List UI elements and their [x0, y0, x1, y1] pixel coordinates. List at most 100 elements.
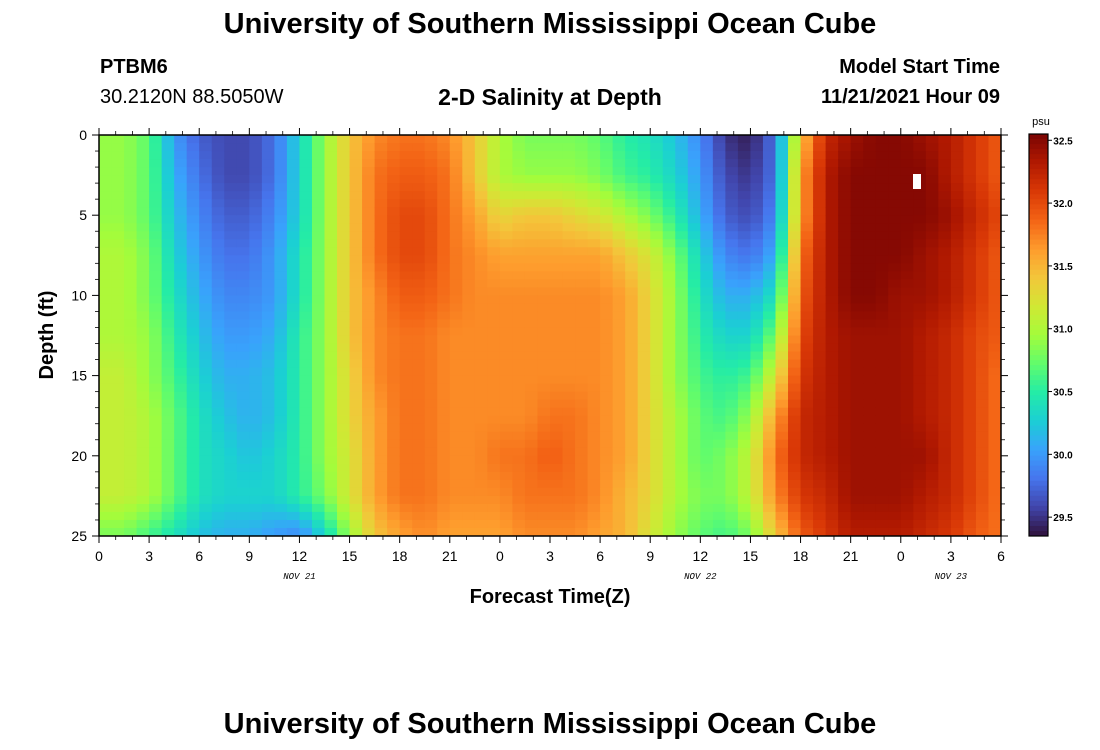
heatmap-cell — [863, 319, 877, 329]
heatmap-cell — [111, 399, 125, 409]
heatmap-cell — [362, 511, 376, 521]
heatmap-cell — [337, 247, 351, 256]
heatmap-cell — [99, 151, 113, 160]
heatmap-cell — [412, 367, 426, 377]
heatmap-cell — [863, 479, 877, 489]
heatmap-cell — [550, 351, 564, 361]
heatmap-cell — [474, 415, 488, 425]
heatmap-cell — [449, 255, 463, 264]
heatmap-cell — [875, 167, 889, 176]
heatmap-cell — [474, 503, 488, 513]
heatmap-cell — [149, 383, 163, 393]
heatmap-cell — [324, 135, 338, 144]
heatmap-cell — [600, 487, 614, 497]
heatmap-cell — [625, 359, 639, 369]
heatmap-cell — [875, 239, 889, 248]
heatmap-cell — [575, 215, 589, 224]
heatmap-cell — [725, 135, 739, 144]
heatmap-cell — [612, 207, 626, 216]
heatmap-cell — [675, 335, 689, 345]
heatmap-cell — [399, 247, 413, 256]
heatmap-cell — [637, 191, 651, 200]
heatmap-cell — [337, 511, 351, 521]
heatmap-cell — [788, 135, 802, 144]
heatmap-cell — [662, 263, 676, 272]
heatmap-cell — [900, 455, 914, 465]
heatmap-cell — [462, 391, 476, 401]
heatmap-cell — [900, 207, 914, 216]
heatmap-cell — [762, 415, 777, 425]
heatmap-cell — [587, 359, 601, 369]
heatmap-cell — [775, 455, 789, 465]
heatmap-cell — [274, 135, 288, 144]
heatmap-cell — [687, 455, 701, 465]
heatmap-cell — [337, 143, 351, 152]
heatmap-cell — [875, 159, 889, 168]
heatmap-cell — [249, 295, 263, 305]
heatmap-cell — [950, 295, 965, 305]
heatmap-cell — [550, 279, 564, 288]
missing-data-marker — [913, 174, 921, 189]
heatmap-cell — [236, 183, 250, 192]
heatmap-cell — [362, 311, 376, 321]
heatmap-cell — [474, 351, 488, 361]
heatmap-cell — [587, 135, 601, 144]
heatmap-cell — [286, 303, 301, 313]
heatmap-cell — [888, 415, 902, 425]
heatmap-cell — [437, 319, 451, 329]
heatmap-cell — [950, 287, 965, 296]
heatmap-cell — [437, 311, 451, 321]
heatmap-cell — [399, 383, 413, 393]
heatmap-cell — [762, 407, 777, 417]
heatmap-cell — [449, 375, 463, 385]
heatmap-cell — [362, 495, 376, 505]
heatmap-cell — [286, 463, 301, 473]
heatmap-cell — [324, 447, 338, 457]
heatmap-cell — [524, 399, 539, 409]
heatmap-cell — [800, 407, 814, 417]
heatmap-cell — [737, 239, 752, 248]
heatmap-cell — [299, 327, 313, 337]
heatmap-cell — [174, 423, 188, 433]
heatmap-cell — [487, 159, 501, 168]
heatmap-cell — [575, 431, 589, 441]
heatmap-cell — [650, 215, 664, 224]
heatmap-cell — [938, 503, 952, 513]
heatmap-cell — [136, 311, 150, 321]
heatmap-cell — [587, 495, 601, 505]
heatmap-cell — [211, 511, 225, 521]
heatmap-cell — [675, 295, 689, 305]
heatmap-cell — [712, 391, 726, 401]
heatmap-cell — [800, 311, 814, 321]
colorbar-segment — [1029, 169, 1048, 175]
heatmap-cell — [149, 367, 163, 377]
heatmap-cell — [412, 175, 426, 184]
heatmap-cell — [449, 223, 463, 232]
heatmap-cell — [149, 271, 163, 280]
colorbar-segment — [1029, 385, 1048, 391]
y-axis-label: Depth (ft) — [36, 291, 58, 380]
heatmap-cell — [512, 199, 526, 208]
heatmap-cell — [111, 351, 125, 361]
heatmap-cell — [925, 527, 939, 536]
heatmap-cell — [975, 503, 990, 513]
heatmap-cell — [838, 511, 852, 521]
heatmap-cell — [211, 479, 225, 489]
heatmap-cell — [662, 287, 676, 296]
heatmap-cell — [224, 207, 238, 216]
heatmap-cell — [437, 215, 451, 224]
heatmap-cell — [687, 463, 701, 473]
heatmap-cell — [99, 487, 113, 497]
heatmap-cell — [111, 311, 125, 321]
heatmap-cell — [412, 447, 426, 457]
heatmap-cell — [600, 167, 614, 176]
heatmap-cell — [161, 151, 175, 160]
heatmap-cell — [875, 143, 889, 152]
heatmap-cell — [637, 415, 651, 425]
heatmap-cell — [712, 519, 726, 529]
heatmap-cell — [788, 199, 802, 208]
heatmap-cell — [124, 375, 138, 385]
heatmap-cell — [512, 311, 526, 321]
heatmap-cell — [975, 223, 990, 232]
heatmap-cell — [863, 463, 877, 473]
